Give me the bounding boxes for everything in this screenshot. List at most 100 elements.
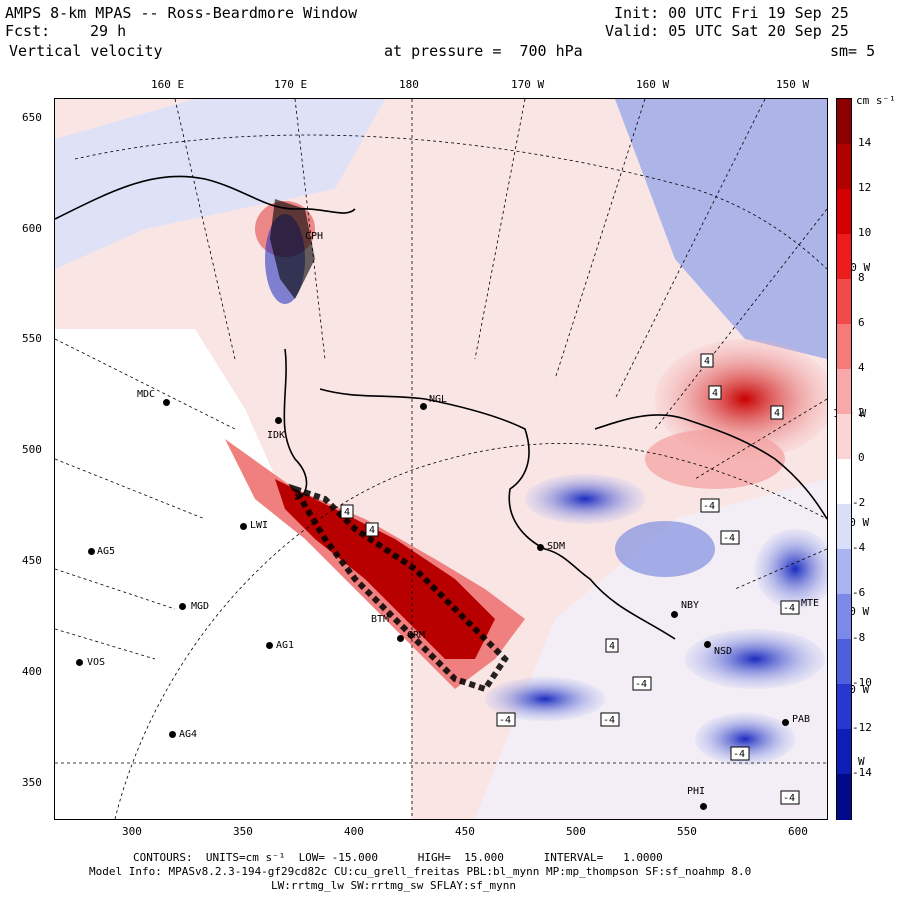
station-dot-nby <box>671 611 678 618</box>
x-label-400: 400 <box>344 825 364 838</box>
descent-cell-3 <box>685 629 825 689</box>
lon-label-160w: 160 W <box>636 78 670 91</box>
forecast-hour: 29 h <box>90 22 127 40</box>
station-label-ag4: AG4 <box>179 729 198 740</box>
station-label-mte: MTE <box>801 598 820 609</box>
y-label-600: 600 <box>22 222 42 235</box>
svg-text:4: 4 <box>712 388 718 399</box>
contour-label-neg: -4 <box>720 530 740 545</box>
contour-label-neg: -4 <box>730 746 750 761</box>
vertical-velocity-map: 4 4 4 4 4 4 -4 -4 -4 -4 -4 -4 -4 -4 <box>55 99 827 819</box>
colorbar-swatch <box>837 639 851 685</box>
contour-label-pos: 4 <box>770 405 784 420</box>
svg-text:4: 4 <box>609 641 615 652</box>
descent-cell-4 <box>755 529 827 609</box>
station-dot-pab <box>782 719 789 726</box>
station-label-idk: IDK <box>267 430 286 441</box>
lon-label-180: 180 <box>399 78 419 91</box>
x-label-350: 350 <box>233 825 253 838</box>
svg-text:4: 4 <box>369 525 375 536</box>
station-label-phi: PHI <box>687 786 706 797</box>
station-dot-grm <box>397 635 404 642</box>
y-label-350: 350 <box>22 776 42 789</box>
station-label-sdm: SDM <box>547 541 566 552</box>
contour-label-neg: -4 <box>632 676 652 691</box>
colorbar-tick-label: 4 <box>858 361 865 374</box>
station-dot-mgd <box>179 603 186 610</box>
svg-text:-4: -4 <box>783 603 795 614</box>
contour-label-neg: -4 <box>496 712 516 727</box>
colorbar-tick-label: -14 <box>852 766 872 779</box>
descent-cell-6 <box>695 713 795 765</box>
lon-label-160e: 160 E <box>151 78 185 91</box>
station-dot-ag4 <box>169 731 176 738</box>
contour-info: CONTOURS: UNITS=cm s⁻¹ LOW= -15.000 HIGH… <box>133 851 663 864</box>
descent-cell-5 <box>615 521 715 577</box>
x-label-550: 550 <box>677 825 697 838</box>
coastline-marie-byrd <box>594 414 827 520</box>
svg-text:4: 4 <box>704 356 710 367</box>
model-info-physics: LW:rrtmg_lw SW:rrtmg_sw SFLAY:sf_mynn <box>271 879 517 892</box>
contour-label-pos: 4 <box>365 522 379 537</box>
station-dot-ngl <box>420 403 427 410</box>
svg-text:4: 4 <box>344 507 350 518</box>
colorbar-tick-label: 12 <box>858 181 872 194</box>
descent-region-ne <box>615 99 827 359</box>
y-label-500: 500 <box>22 443 42 456</box>
station-label-nby: NBY <box>681 600 700 611</box>
colorbar-tick-label: 2 <box>858 406 865 419</box>
ascent-area-e <box>645 429 785 489</box>
station-dot-ag1 <box>266 642 273 649</box>
colorbar-tick-label: -10 <box>852 676 872 689</box>
station-label-pab: PAB <box>792 714 811 725</box>
contour-labels: 4 4 4 4 4 4 -4 -4 -4 -4 -4 -4 -4 -4 <box>340 353 800 805</box>
x-label-500: 500 <box>566 825 586 838</box>
station-dot-nsd <box>704 641 711 648</box>
station-label-ag5: AG5 <box>97 546 116 557</box>
contour-label-neg: -4 <box>600 712 620 727</box>
contour-label-neg: -4 <box>780 600 800 615</box>
station-label-lwi: LWI <box>250 520 269 531</box>
station-label-ngl: NGL <box>429 394 448 405</box>
svg-text:-4: -4 <box>703 501 715 512</box>
colorbar-tick-label: -12 <box>852 721 872 734</box>
station-dot-phi <box>700 803 707 810</box>
forecast-label: Fcst: <box>5 22 51 40</box>
station-dot-idk <box>275 417 282 424</box>
colorbar-swatch <box>837 549 851 595</box>
map-panel: 4 4 4 4 4 4 -4 -4 -4 -4 -4 -4 -4 -4 MDC … <box>54 98 828 820</box>
lon-label-170w: 170 W <box>511 78 545 91</box>
graticule <box>55 99 827 819</box>
smoothing-value: sm= 5 <box>830 42 876 60</box>
x-label-450: 450 <box>455 825 475 838</box>
model-info: Model Info: MPASv8.2.3-194-gf29cd82c CU:… <box>89 865 752 878</box>
descent-cell-1 <box>525 474 645 524</box>
colorbar-swatch <box>837 414 851 460</box>
svg-text:-4: -4 <box>783 793 795 804</box>
colorbar-units: cm s⁻¹ <box>856 94 896 107</box>
masked-area <box>55 329 411 819</box>
ascent-maximum-ne <box>655 339 827 459</box>
y-label-450: 450 <box>22 554 42 567</box>
contour-label-neg: -4 <box>700 498 720 513</box>
ascent-band-core <box>275 479 495 659</box>
svg-text:-4: -4 <box>723 533 735 544</box>
station-label-ag1: AG1 <box>276 640 295 651</box>
colorbar-tick-label: -2 <box>852 496 866 509</box>
terrain-blotch-cph <box>270 199 315 299</box>
x-label-300: 300 <box>122 825 142 838</box>
station-label-cph: CPH <box>305 231 324 242</box>
map-title: AMPS 8-km MPAS -- Ross-Beardmore Window <box>5 4 358 22</box>
svg-text:4: 4 <box>774 408 780 419</box>
coastline-north <box>55 175 356 220</box>
colorbar-tick-label: -8 <box>852 631 866 644</box>
colorbar-swatch <box>837 144 851 190</box>
colorbar-swatch <box>837 99 851 145</box>
colorbar-tick-label: 8 <box>858 271 865 284</box>
colorbar-tick-label: 6 <box>858 316 865 329</box>
station-label-grm: GRM <box>407 630 426 641</box>
colorbar-tick-label: -4 <box>852 541 866 554</box>
colorbar-swatch <box>837 189 851 235</box>
station-label-vos: VOS <box>87 657 106 668</box>
y-label-550: 550 <box>22 332 42 345</box>
